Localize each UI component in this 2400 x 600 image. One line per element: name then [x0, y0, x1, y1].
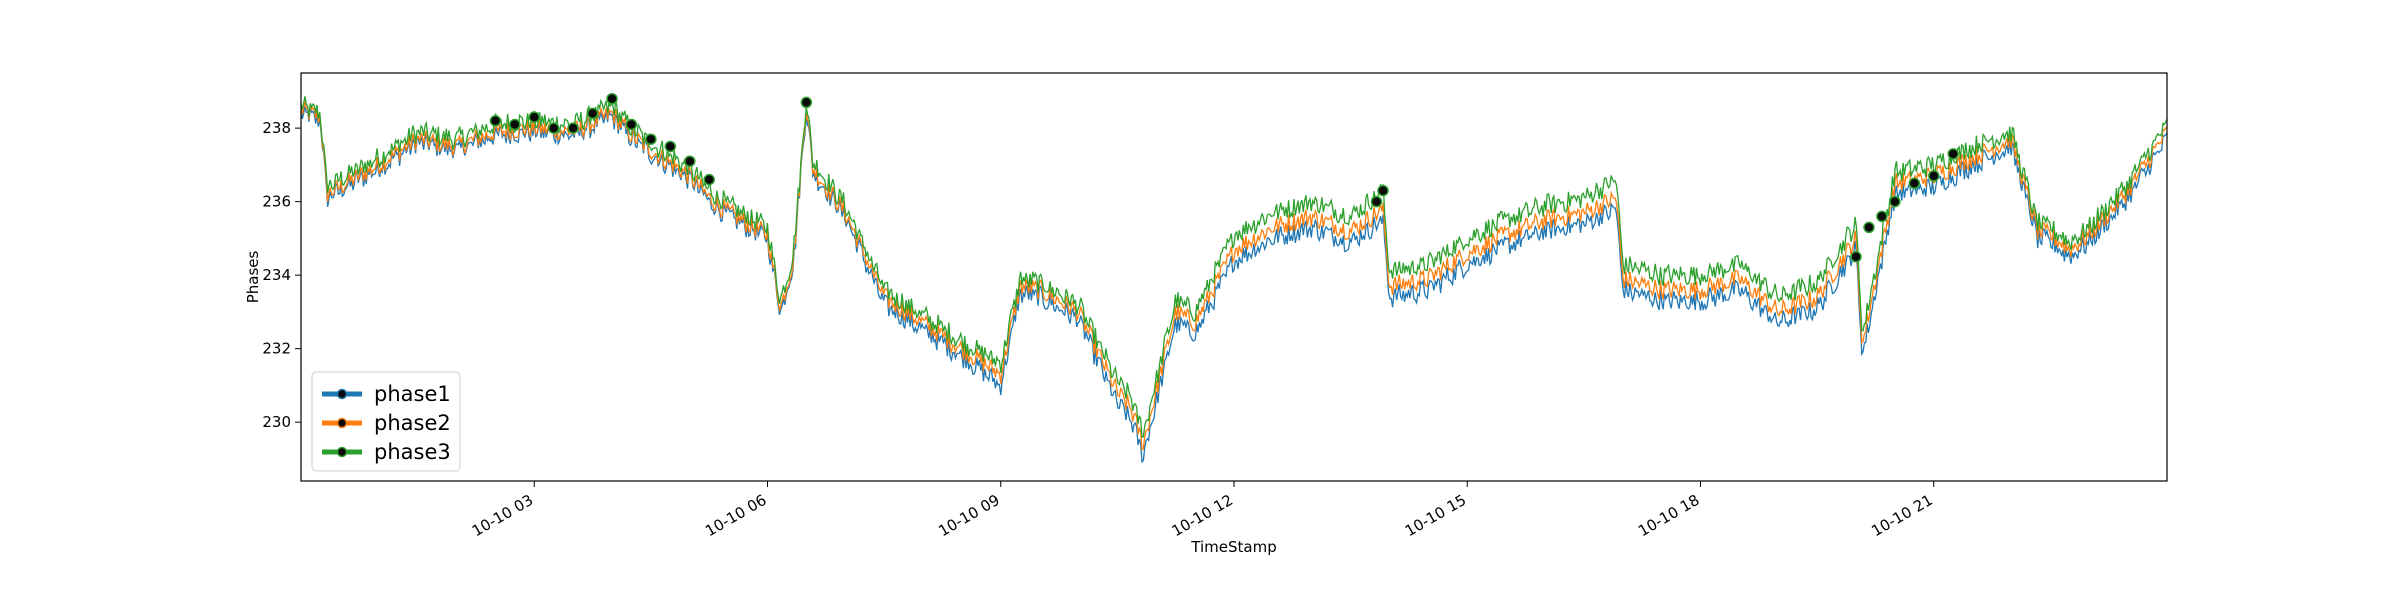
y-axis-label: Phases [244, 251, 262, 304]
legend-marker-phase2 [336, 417, 348, 429]
highlight-point [664, 140, 677, 153]
series-layer [301, 96, 2167, 464]
highlight-point [1370, 195, 1383, 208]
legend-label-phase2: phase2 [374, 411, 451, 435]
x-tick-label: 10-10 21 [1868, 491, 1935, 540]
series-line-phase3 [301, 96, 2167, 438]
legend-marker-phase3 [336, 446, 348, 458]
legend-label-phase3: phase3 [374, 440, 451, 464]
legend-box [311, 371, 461, 472]
x-tick-label: 10-10 03 [469, 491, 536, 540]
highlight-point [625, 118, 638, 131]
y-tick-label: 232 [262, 340, 291, 358]
highlight-point [547, 122, 560, 134]
y-tick-label: 234 [262, 266, 291, 284]
series-line-phase2 [301, 101, 2167, 451]
plot-area-background [301, 73, 2167, 481]
highlight-point [509, 118, 521, 131]
legend-label-phase1: phase1 [374, 382, 451, 406]
highlight-point [684, 155, 696, 167]
highlight-point [528, 111, 541, 123]
legend: phase1 phase2 phase3 [311, 371, 461, 472]
legend-marker-phase1 [336, 388, 348, 400]
highlight-point [1947, 148, 1959, 160]
highlight-point [1863, 221, 1875, 234]
series-line-phase1 [301, 106, 2167, 464]
highlight-point [1928, 170, 1940, 182]
highlight-point [1377, 184, 1389, 197]
highlight-point [800, 96, 813, 109]
x-tick-label: 10-10 15 [1402, 491, 1469, 540]
highlight-point [1876, 210, 1888, 223]
marker-layer [489, 92, 1959, 263]
x-tick-label: 10-10 12 [1169, 491, 1236, 540]
x-tick-label: 10-10 09 [935, 491, 1002, 540]
y-tick-label: 230 [262, 413, 291, 431]
x-tick-label: 10-10 18 [1635, 491, 1702, 540]
y-tick-label: 236 [262, 193, 291, 211]
highlight-point [606, 92, 618, 105]
highlight-point [489, 115, 502, 127]
x-tick-label: 10-10 06 [702, 491, 769, 540]
x-axis: 10-10 03 10-10 06 10-10 09 10-10 12 10-10 15… [469, 481, 1936, 540]
x-axis-label: TimeStamp [1190, 538, 1276, 556]
highlight-point [645, 133, 657, 145]
highlight-point [1908, 177, 1921, 190]
highlight-point [703, 173, 715, 186]
y-axis: 230 232 234 236 238 [262, 119, 301, 431]
highlight-point [586, 107, 599, 120]
highlight-point [1850, 251, 1862, 263]
highlight-point [567, 122, 579, 134]
y-tick-label: 238 [262, 119, 291, 137]
highlight-point [1889, 195, 1901, 208]
